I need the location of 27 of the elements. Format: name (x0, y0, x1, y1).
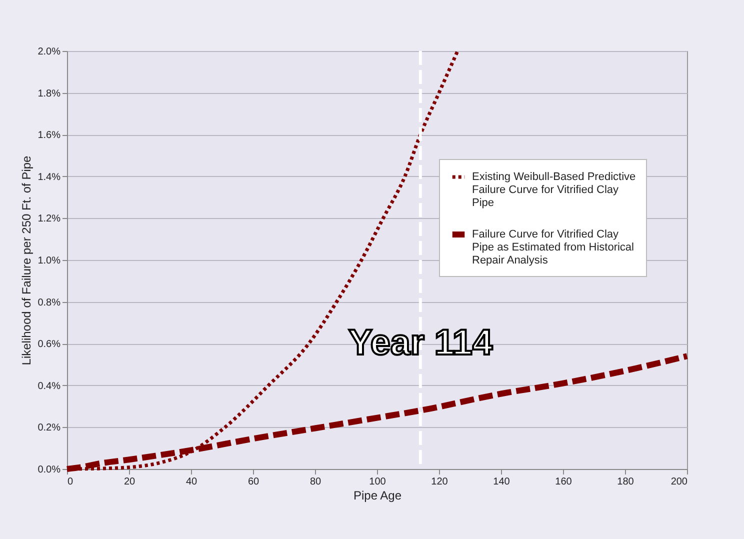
x-tick-label: 100 (369, 476, 386, 488)
x-tick-label: 180 (617, 476, 634, 488)
y-tick-label: 1.2% (38, 214, 61, 225)
y-tick-label: 1.6% (38, 130, 61, 142)
x-tick-label: 40 (186, 476, 198, 488)
y-tick-label: 1.0% (38, 256, 61, 266)
y-tick-label: 0.8% (38, 297, 61, 308)
y-tick-label: 0.6% (38, 339, 61, 350)
x-tick-label: 60 (248, 476, 260, 488)
x-tick-label: 200 (670, 476, 688, 488)
y-tick-label: 0.0% (38, 464, 61, 476)
ref-line-label: Year 114 (348, 322, 492, 363)
legend-label: Failure Curve for Vitrified Clay Pipe as Estimated from Historical Repair Analysis (472, 228, 634, 266)
legend-label: Existing Weibull-Based Predictive Failure Curve for Vitrified Clay Pipe (472, 171, 636, 209)
x-tick-label: 80 (310, 476, 322, 488)
x-tick-label: 20 (124, 476, 136, 488)
y-tick-label: 1.4% (38, 172, 61, 183)
x-tick-label: 120 (431, 476, 448, 488)
y-tick-label: 1.8% (38, 88, 61, 100)
x-tick-label: 140 (493, 476, 510, 488)
y-axis-title: Likelihood of Failure per 250 Ft. of Pipe (20, 155, 34, 366)
x-axis-title: Pipe Age (353, 488, 402, 502)
y-tick-label: 0.2% (38, 422, 61, 434)
x-tick-label: 160 (555, 476, 572, 488)
x-tick-label: 0 (68, 476, 74, 488)
y-tick-label: 0.4% (38, 380, 61, 392)
y-tick-label: 2.0% (38, 46, 61, 58)
